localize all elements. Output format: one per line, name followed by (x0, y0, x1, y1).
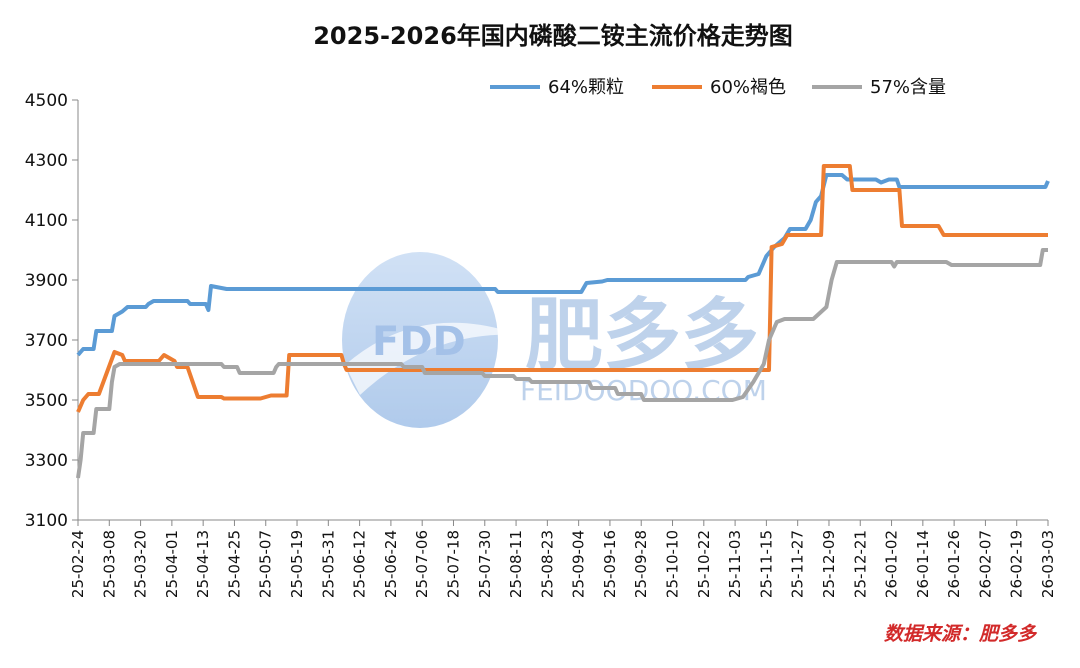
y-tick-label: 3100 (25, 511, 68, 531)
x-tick-label: 25-03-08 (100, 530, 118, 598)
x-tick-label: 25-09-04 (570, 530, 588, 598)
x-tick-label: 25-02-24 (69, 530, 87, 598)
x-tick-label: 25-07-06 (413, 530, 431, 598)
watermark-globe (342, 252, 498, 428)
legend-label: 60%褐色 (710, 77, 786, 98)
x-tick-label: 25-09-16 (601, 530, 619, 598)
axes (77, 100, 1048, 521)
y-tick-label: 3300 (25, 451, 68, 471)
x-tick-label: 25-08-23 (538, 530, 556, 598)
x-tick-label: 26-03-03 (1039, 530, 1057, 598)
x-tick-label: 25-11-27 (789, 530, 807, 598)
source-note: 数据来源：肥多多 (884, 623, 1038, 645)
series-line-3 (76, 248, 1048, 479)
watermark-url: FEIDOODOO.COM (520, 374, 767, 407)
y-tick-label: 3700 (25, 331, 68, 351)
x-tick-label: 26-01-14 (914, 530, 932, 598)
x-tick-label: 25-09-28 (632, 530, 650, 598)
x-tick-label: 26-01-02 (883, 530, 901, 598)
x-tick-label: 25-06-24 (382, 530, 400, 598)
x-tick-label: 25-08-11 (507, 530, 525, 598)
legend-label: 64%颗粒 (548, 77, 624, 98)
x-tick-label: 25-03-20 (132, 530, 150, 598)
x-tick-label: 25-07-18 (444, 530, 462, 598)
x-tick-label: 25-06-12 (351, 530, 369, 598)
series-lines (76, 164, 1050, 479)
y-tick-label: 3500 (25, 391, 68, 411)
x-tick-label: 25-05-07 (257, 530, 275, 598)
x-tick-label: 25-05-19 (288, 530, 306, 598)
x-tick-label: 25-07-30 (476, 530, 494, 598)
x-tick-label: 26-02-07 (976, 530, 994, 598)
legend-label: 57%含量 (870, 77, 946, 98)
x-tick-label: 25-11-03 (726, 530, 744, 598)
y-tick-label: 4300 (25, 151, 68, 171)
y-tick-label: 4500 (25, 91, 68, 111)
series-line-1 (76, 173, 1050, 357)
watermark: FDD 肥多多 FEIDOODOO.COM (342, 252, 767, 428)
x-tick-label: 25-11-15 (757, 530, 775, 598)
x-axis-ticks: 25-02-24 25-03-08 25-03-20 25-04-01 25-04-13… (69, 520, 1057, 598)
x-tick-label: 25-12-21 (851, 530, 869, 598)
chart-title: 2025-2026年国内磷酸二铵主流价格走势图 (313, 22, 793, 50)
y-axis-ticks: 3100 3300 3500 3700 3900 4100 4300 4500 (25, 91, 78, 531)
x-tick-label: 25-10-22 (695, 530, 713, 598)
x-tick-label: 25-04-01 (163, 530, 181, 598)
x-tick-label: 26-01-26 (945, 530, 963, 598)
x-tick-label: 25-04-13 (194, 530, 212, 598)
watermark-logo: FDD (372, 319, 466, 365)
series-line-2 (76, 164, 1048, 413)
x-tick-label: 25-04-25 (225, 530, 243, 598)
x-tick-label: 25-12-09 (820, 530, 838, 598)
watermark-swoosh (345, 322, 520, 395)
watermark-name: 肥多多 (525, 291, 759, 381)
y-tick-label: 4100 (25, 211, 68, 231)
legend: 64%颗粒 60%褐色 57%含量 (490, 77, 946, 98)
x-tick-label: 25-10-10 (664, 530, 682, 598)
x-tick-label: 25-05-31 (319, 530, 337, 598)
x-tick-label: 26-02-19 (1008, 530, 1026, 598)
y-tick-label: 3900 (25, 271, 68, 291)
